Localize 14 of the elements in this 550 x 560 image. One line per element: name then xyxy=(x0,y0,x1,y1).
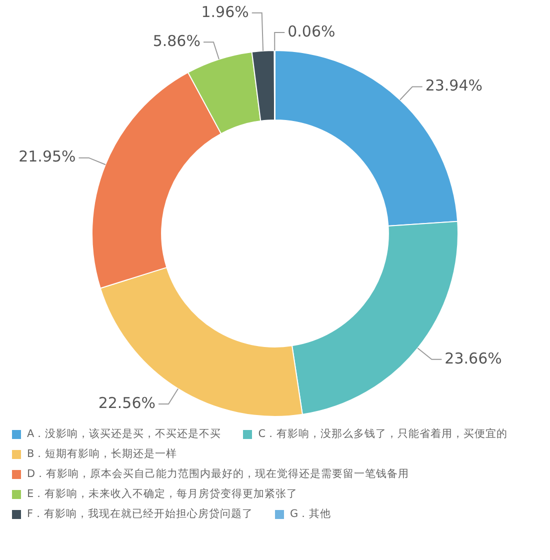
legend-label: E．有影响，未来收入不确定，每月房贷变得更加紧张了 xyxy=(27,487,298,501)
legend-label: D．有影响，原本会买自己能力范围内最好的，现在觉得还是需要留一笔钱备用 xyxy=(27,467,410,481)
legend-label: A．没影响，该买还是买，不买还是不买 xyxy=(27,427,222,441)
data-label: 23.94% xyxy=(425,76,483,95)
data-label: 22.56% xyxy=(98,394,156,412)
legend-label: F．有影响，我现在就已经开始担心房贷问题了 xyxy=(27,507,254,521)
data-label: 23.66% xyxy=(444,349,502,368)
data-label: 0.06% xyxy=(288,22,336,40)
data-label: 21.95% xyxy=(18,148,76,166)
legend-label: C．有影响，没那么多钱了，只能省着用，买便宜的 xyxy=(258,427,508,441)
legend-label: B．短期有影响，长期还是一样 xyxy=(27,447,178,461)
data-label: 5.86% xyxy=(152,32,200,50)
data-label: 1.96% xyxy=(201,2,249,21)
legend-label: G．其他 xyxy=(290,507,332,521)
